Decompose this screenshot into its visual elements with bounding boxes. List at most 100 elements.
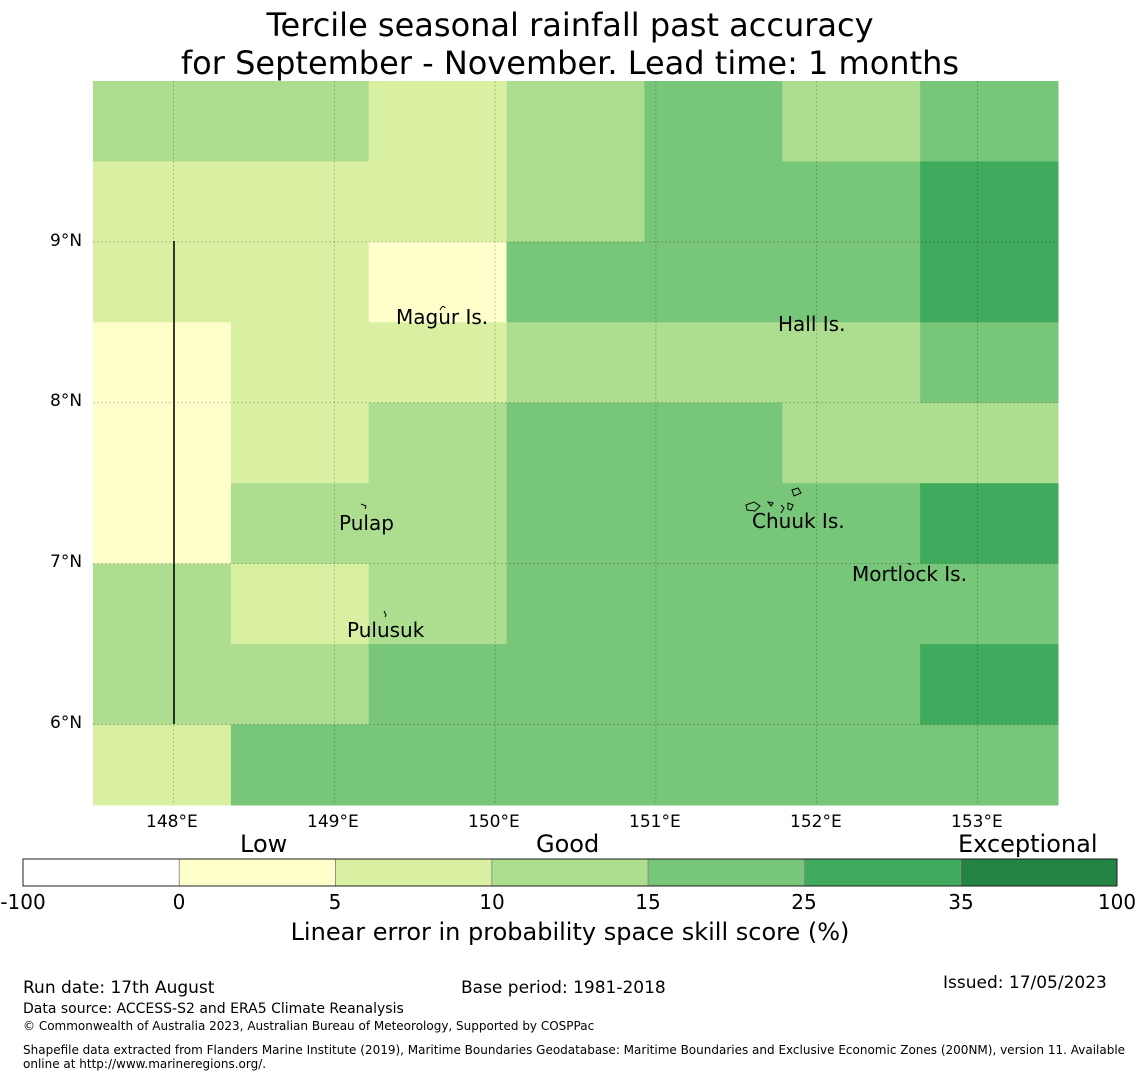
skill-cell: [644, 241, 783, 323]
skill-cell: [644, 483, 783, 565]
skill-cell: [920, 402, 1059, 484]
colorbar-category-good: Good: [536, 830, 600, 858]
colorbar-tick-25: 25: [791, 890, 817, 914]
colorbar-swatch: [22, 858, 180, 887]
skill-cell: [93, 161, 232, 243]
shapefile-credit: Shapefile data extracted from Flanders M…: [23, 1043, 1126, 1071]
skill-cell: [920, 161, 1059, 243]
pulap-island-shape: [360, 503, 367, 510]
skill-cell: [506, 161, 645, 243]
place-label-magur: Magur Is.: [396, 305, 489, 329]
colorbar-swatch: [335, 858, 493, 887]
skill-cell: [230, 724, 370, 806]
skill-cell: [782, 241, 921, 323]
base-period: Base period: 1981-2018: [461, 978, 666, 998]
island-outlines: [360, 305, 912, 618]
x-tick-150: 150°E: [468, 812, 520, 832]
chuuk-lagoon-shape: [745, 487, 802, 514]
skill-cell: [920, 322, 1059, 404]
place-label-pulusuk: Pulusuk: [347, 618, 425, 642]
skill-cell: [506, 724, 645, 806]
skill-cell: [368, 322, 508, 404]
skill-cell: [230, 161, 370, 243]
skill-cell: [230, 644, 370, 726]
x-tick-148: 148°E: [146, 812, 198, 832]
skill-cell: [93, 724, 232, 806]
skill-cell: [230, 81, 370, 162]
x-tick-152: 152°E: [790, 812, 842, 832]
colorbar-swatch: [491, 858, 649, 887]
skill-cell: [782, 644, 921, 726]
skill-cell: [782, 322, 921, 404]
skill-cell: [230, 563, 370, 645]
skill-cell: [644, 724, 783, 806]
skill-cell: [920, 644, 1059, 726]
place-label-chuuk: Chuuk Is.: [752, 509, 845, 533]
y-tick-6n: 6°N: [50, 713, 83, 733]
pulusuk-island-shape: [383, 610, 387, 618]
skill-cell: [920, 724, 1059, 806]
skill-cell: [368, 644, 508, 726]
colorbar-swatch: [647, 858, 805, 887]
place-label-hall: Hall Is.: [778, 312, 846, 336]
skill-cell: [920, 241, 1059, 323]
skill-cell: [230, 402, 370, 484]
skill-cell: [230, 241, 370, 323]
y-tick-7n: 7°N: [50, 552, 83, 572]
y-tick-8n: 8°N: [50, 391, 83, 411]
colorbar-swatch: [178, 858, 336, 887]
skill-cell: [644, 563, 783, 645]
skill-cell: [920, 81, 1059, 162]
colorbar-swatch: [960, 858, 1118, 887]
skill-cell: [782, 81, 921, 162]
colorbar-tick-100: 100: [1097, 890, 1137, 914]
skill-cell: [506, 322, 645, 404]
skill-cell: [368, 402, 508, 484]
colorbar-tick-0: 0: [172, 890, 186, 914]
chart-title-line1: Tercile seasonal rainfall past accuracy: [266, 6, 874, 44]
colorbar-tick-5: 5: [328, 890, 342, 914]
skill-cell: [920, 483, 1059, 565]
chart-title-line2: for September - November. Lead time: 1 m…: [180, 44, 960, 82]
x-tick-153: 153°E: [951, 812, 1003, 832]
skill-grid: [93, 81, 1059, 806]
skill-cell: [368, 563, 508, 645]
skill-cell: [93, 241, 232, 323]
skill-cell: [368, 724, 508, 806]
colorbar-tick-15: 15: [635, 890, 661, 914]
colorbar-frame: [22, 858, 1118, 887]
colorbar-tick-10: 10: [479, 890, 505, 914]
skill-cell: [644, 644, 783, 726]
skill-cell: [782, 483, 921, 565]
colorbar-category-low: Low: [240, 830, 288, 858]
skill-cell: [93, 563, 232, 645]
skill-cell: [506, 81, 645, 162]
skill-cell: [506, 563, 645, 645]
skill-cell: [782, 563, 921, 645]
run-date: Run date: 17th August: [23, 978, 215, 998]
data-source: Data source: ACCESS-S2 and ERA5 Climate …: [23, 1001, 404, 1017]
x-tick-151: 151°E: [629, 812, 681, 832]
place-label-pulap: Pulap: [339, 511, 394, 535]
copyright: © Commonwealth of Australia 2023, Austra…: [23, 1019, 595, 1033]
colorbar-swatches: [22, 858, 1118, 887]
skill-cell: [368, 241, 508, 323]
skill-cell: [644, 161, 783, 243]
skill-cell: [644, 322, 783, 404]
skill-cell: [644, 402, 783, 484]
skill-cell: [644, 81, 783, 162]
colorbar-title: Linear error in probability space skill …: [290, 918, 850, 946]
colorbar-swatch: [804, 858, 962, 887]
magur-island-shape: [439, 305, 446, 311]
skill-cell: [230, 322, 370, 404]
skill-cell: [93, 322, 232, 404]
skill-cell: [782, 161, 921, 243]
colorbar-category-exceptional: Exceptional: [958, 830, 1098, 858]
skill-cell: [93, 483, 232, 565]
skill-cell: [920, 563, 1059, 645]
skill-cell: [506, 402, 645, 484]
y-tick-9n: 9°N: [50, 231, 83, 251]
skill-cell: [93, 81, 232, 162]
